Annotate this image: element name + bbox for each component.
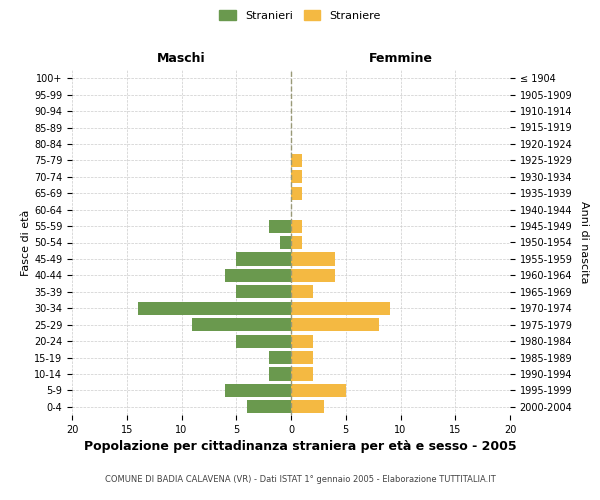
Legend: Stranieri, Straniere: Stranieri, Straniere — [215, 6, 385, 25]
Bar — [226, 269, 291, 282]
Bar — [291, 252, 335, 266]
Bar — [236, 334, 291, 347]
Bar — [291, 400, 324, 413]
Bar — [226, 384, 291, 397]
Bar — [291, 285, 313, 298]
Text: COMUNE DI BADIA CALAVENA (VR) - Dati ISTAT 1° gennaio 2005 - Elaborazione TUTTIT: COMUNE DI BADIA CALAVENA (VR) - Dati IST… — [104, 475, 496, 484]
Bar — [291, 302, 389, 315]
Bar — [291, 170, 302, 183]
Bar — [236, 285, 291, 298]
Text: Maschi: Maschi — [157, 52, 206, 65]
Bar — [269, 220, 291, 232]
Bar — [291, 368, 313, 380]
Bar — [291, 186, 302, 200]
Bar — [269, 351, 291, 364]
Bar — [291, 236, 302, 249]
Bar — [247, 400, 291, 413]
Bar — [236, 252, 291, 266]
Bar — [193, 318, 291, 331]
Bar — [269, 368, 291, 380]
Bar — [280, 236, 291, 249]
Y-axis label: Anni di nascita: Anni di nascita — [579, 201, 589, 283]
Bar — [291, 269, 335, 282]
Bar — [291, 384, 346, 397]
Bar — [291, 351, 313, 364]
Text: Femmine: Femmine — [368, 52, 433, 65]
Bar — [291, 154, 302, 167]
Bar — [137, 302, 291, 315]
Y-axis label: Fasce di età: Fasce di età — [21, 210, 31, 276]
Bar — [291, 220, 302, 232]
Bar — [291, 318, 379, 331]
Text: Popolazione per cittadinanza straniera per età e sesso - 2005: Popolazione per cittadinanza straniera p… — [83, 440, 517, 453]
Bar — [291, 334, 313, 347]
